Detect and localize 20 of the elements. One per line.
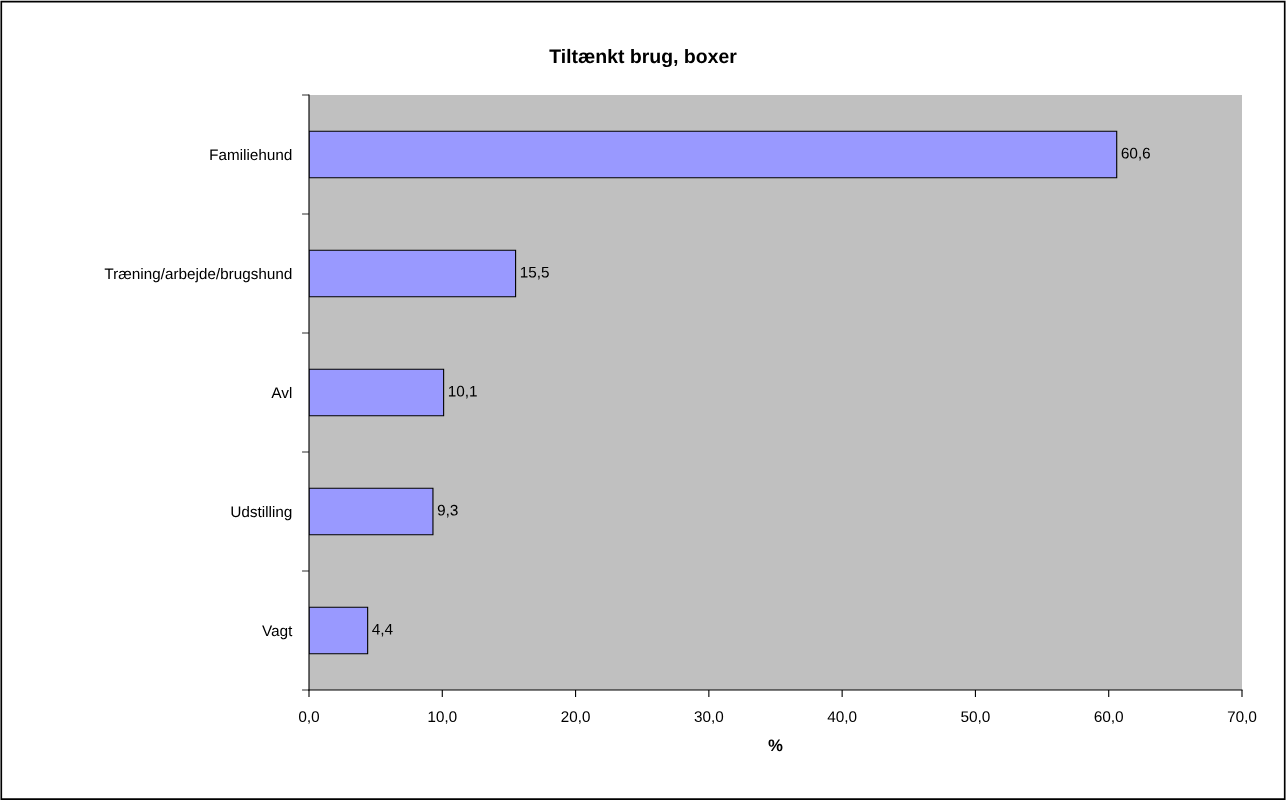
y-tick-label: Familiehund [210, 148, 292, 161]
x-tick-label: 70,0 [1227, 711, 1257, 724]
y-tick-label: Udstilling [231, 505, 292, 521]
data-label: 15,5 [520, 266, 549, 280]
y-tick-label: Avl [271, 386, 292, 399]
data-label: 60,6 [1121, 147, 1150, 161]
chart-title: Tiltænkt brug, boxer [549, 48, 737, 68]
x-axis-title: % [768, 739, 783, 752]
x-tick-label: 0,0 [298, 711, 320, 724]
x-tick-label: 30,0 [694, 711, 724, 724]
x-tick-label: 40,0 [827, 711, 857, 724]
data-label: 10,1 [448, 385, 477, 399]
y-tick-label: Vagt [262, 625, 293, 640]
x-tick-label: 20,0 [561, 711, 590, 724]
x-tick-label: 50,0 [961, 711, 990, 724]
x-tick-label: 60,0 [1094, 711, 1123, 724]
y-tick-label: Træning/arbejde/brugshund [104, 267, 292, 283]
x-tick-label: 10,0 [428, 711, 457, 724]
data-label: 4,4 [372, 623, 393, 637]
data-label: 9,3 [437, 504, 458, 518]
